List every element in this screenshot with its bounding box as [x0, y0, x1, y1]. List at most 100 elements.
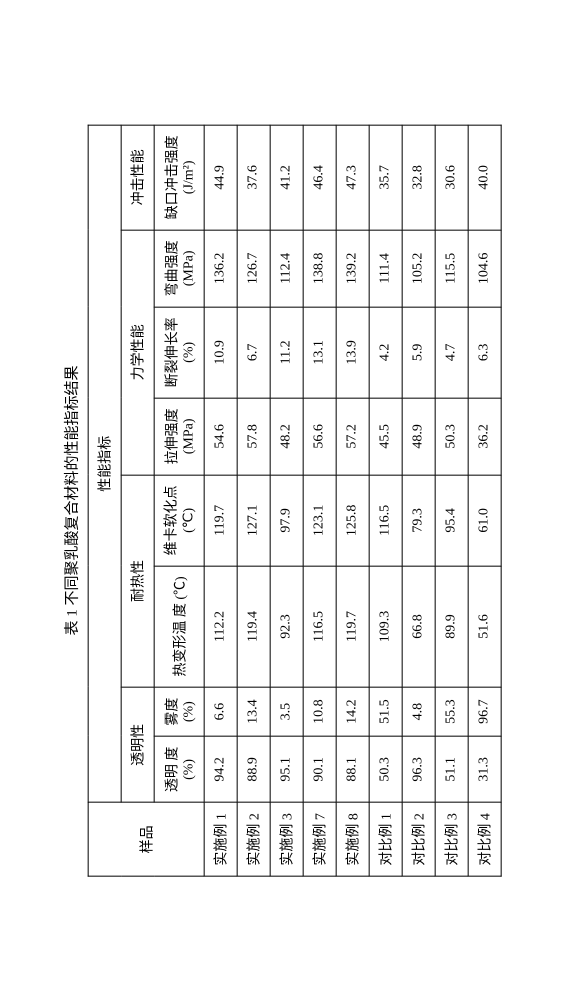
table-row: 实施例 288.913.4119.4127.157.86.7126.737.6 — [238, 124, 271, 875]
cell-td: 96.3 — [403, 736, 436, 803]
header-mechanical: 力学性能 — [122, 229, 155, 474]
cell-elong: 4.2 — [370, 306, 403, 397]
cell-vicat: 97.9 — [271, 474, 304, 565]
cell-haze: 6.6 — [205, 687, 238, 736]
header-sample: 样品 — [89, 802, 205, 876]
table-row: 实施例 194.26.6112.2119.754.610.9136.244.9 — [205, 124, 238, 875]
cell-vicat: 116.5 — [370, 474, 403, 565]
cell-tensile: 57.8 — [238, 397, 271, 474]
cell-flex: 104.6 — [469, 229, 502, 306]
cell-sample: 实施例 8 — [337, 802, 370, 876]
cell-td: 88.9 — [238, 736, 271, 803]
cell-elong: 5.9 — [403, 306, 436, 397]
header-transparency: 透明性 — [122, 687, 155, 803]
cell-vicat: 79.3 — [403, 474, 436, 565]
cell-haze: 96.7 — [469, 687, 502, 736]
cell-hdt: 119.4 — [238, 565, 271, 686]
cell-td: 94.2 — [205, 736, 238, 803]
table-row: 对比例 150.351.5109.3116.545.54.2111.435.7 — [370, 124, 403, 875]
header-elongation: 断裂伸长率(%) — [155, 306, 205, 397]
cell-sample: 对比例 4 — [469, 802, 502, 876]
cell-hdt: 92.3 — [271, 565, 304, 686]
cell-haze: 14.2 — [337, 687, 370, 736]
cell-elong: 4.7 — [436, 306, 469, 397]
cell-td: 88.1 — [337, 736, 370, 803]
cell-haze: 3.5 — [271, 687, 304, 736]
cell-impact: 47.3 — [337, 124, 370, 229]
table-row: 对比例 431.396.751.661.036.26.3104.640.0 — [469, 124, 502, 875]
cell-flex: 115.5 — [436, 229, 469, 306]
cell-sample: 实施例 3 — [271, 802, 304, 876]
cell-haze: 13.4 — [238, 687, 271, 736]
cell-flex: 105.2 — [403, 229, 436, 306]
cell-td: 95.1 — [271, 736, 304, 803]
table-row: 对比例 351.155.389.995.450.34.7115.530.6 — [436, 124, 469, 875]
data-table: 样品 性能指标 透明性 耐热性 力学性能 冲击性能 透明 度(%) 雾度(%) … — [88, 124, 502, 876]
cell-vicat: 95.4 — [436, 474, 469, 565]
header-vicat: 维卡软化点(℃) — [155, 474, 205, 565]
cell-tensile: 54.6 — [205, 397, 238, 474]
cell-tensile: 45.5 — [370, 397, 403, 474]
cell-flex: 139.2 — [337, 229, 370, 306]
cell-sample: 实施例 1 — [205, 802, 238, 876]
cell-vicat: 125.8 — [337, 474, 370, 565]
header-hdt: 热变形温 度 (℃) — [155, 565, 205, 686]
header-performance-index: 性能指标 — [89, 124, 122, 802]
cell-sample: 对比例 3 — [436, 802, 469, 876]
cell-impact: 44.9 — [205, 124, 238, 229]
cell-flex: 112.4 — [271, 229, 304, 306]
cell-hdt: 89.9 — [436, 565, 469, 686]
cell-haze: 55.3 — [436, 687, 469, 736]
cell-elong: 6.3 — [469, 306, 502, 397]
table-caption: 表 1 不同聚乳酸复合材料的性能指标结果 — [61, 124, 82, 876]
table-row: 实施例 790.110.8116.5123.156.613.1138.846.4 — [304, 124, 337, 875]
cell-impact: 32.8 — [403, 124, 436, 229]
header-heat-resistance: 耐热性 — [122, 474, 155, 686]
cell-elong: 10.9 — [205, 306, 238, 397]
cell-sample: 对比例 1 — [370, 802, 403, 876]
table-row: 对比例 296.34.866.879.348.95.9105.232.8 — [403, 124, 436, 875]
cell-impact: 40.0 — [469, 124, 502, 229]
cell-hdt: 66.8 — [403, 565, 436, 686]
cell-haze: 51.5 — [370, 687, 403, 736]
cell-impact: 30.6 — [436, 124, 469, 229]
header-tensile: 拉伸强度(MPa) — [155, 397, 205, 474]
cell-sample: 对比例 2 — [403, 802, 436, 876]
cell-sample: 实施例 2 — [238, 802, 271, 876]
table-row: 实施例 888.114.2119.7125.857.213.9139.247.3 — [337, 124, 370, 875]
cell-tensile: 36.2 — [469, 397, 502, 474]
header-haze: 雾度(%) — [155, 687, 205, 736]
cell-tensile: 48.2 — [271, 397, 304, 474]
cell-hdt: 109.3 — [370, 565, 403, 686]
cell-elong: 11.2 — [271, 306, 304, 397]
cell-hdt: 116.5 — [304, 565, 337, 686]
cell-impact: 46.4 — [304, 124, 337, 229]
cell-hdt: 112.2 — [205, 565, 238, 686]
table-row: 实施例 395.13.592.397.948.211.2112.441.2 — [271, 124, 304, 875]
cell-td: 90.1 — [304, 736, 337, 803]
header-flexural: 弯曲强度(MPa) — [155, 229, 205, 306]
cell-hdt: 51.6 — [469, 565, 502, 686]
cell-flex: 126.7 — [238, 229, 271, 306]
table-body: 实施例 194.26.6112.2119.754.610.9136.244.9 … — [205, 124, 502, 875]
header-notched: 缺口冲击强度(J/m²) — [155, 124, 205, 229]
cell-impact: 37.6 — [238, 124, 271, 229]
header-impact: 冲击性能 — [122, 124, 155, 229]
cell-elong: 13.9 — [337, 306, 370, 397]
cell-vicat: 127.1 — [238, 474, 271, 565]
cell-flex: 111.4 — [370, 229, 403, 306]
cell-tensile: 56.6 — [304, 397, 337, 474]
cell-hdt: 119.7 — [337, 565, 370, 686]
cell-vicat: 61.0 — [469, 474, 502, 565]
cell-vicat: 119.7 — [205, 474, 238, 565]
cell-flex: 138.8 — [304, 229, 337, 306]
cell-tensile: 48.9 — [403, 397, 436, 474]
cell-haze: 10.8 — [304, 687, 337, 736]
cell-elong: 6.7 — [238, 306, 271, 397]
cell-td: 51.1 — [436, 736, 469, 803]
cell-td: 50.3 — [370, 736, 403, 803]
cell-impact: 41.2 — [271, 124, 304, 229]
cell-elong: 13.1 — [304, 306, 337, 397]
cell-impact: 35.7 — [370, 124, 403, 229]
cell-sample: 实施例 7 — [304, 802, 337, 876]
